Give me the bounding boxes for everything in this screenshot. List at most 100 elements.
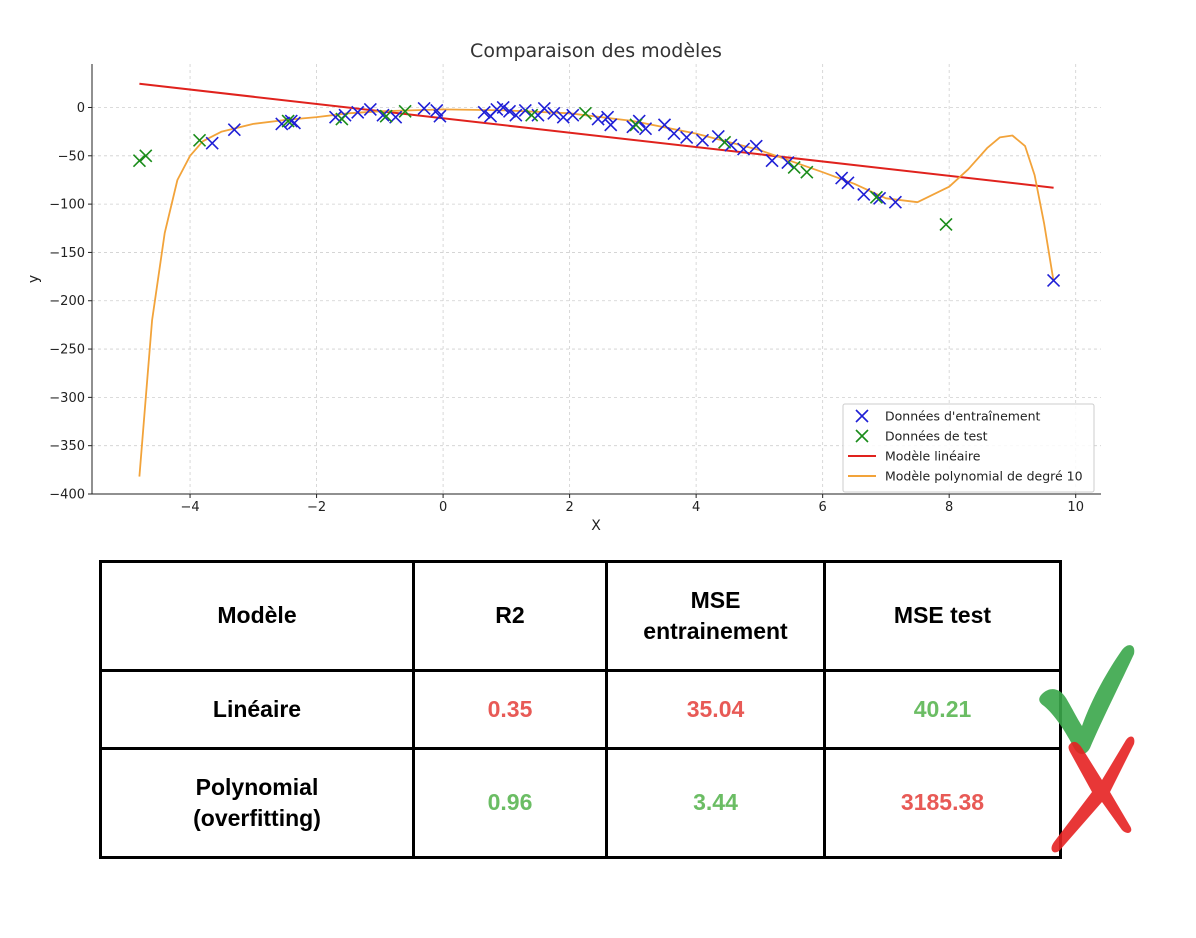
scatter-point-1 bbox=[192, 133, 207, 147]
scatter-point-0 bbox=[518, 103, 532, 117]
checkmark-icon bbox=[1039, 645, 1135, 754]
scatter-point-1 bbox=[578, 106, 592, 120]
scatter-point-0 bbox=[205, 136, 219, 150]
verdict-marks bbox=[1039, 645, 1135, 853]
y-tick-label: −100 bbox=[49, 198, 85, 213]
x-tick-label: 4 bbox=[692, 500, 700, 515]
x-tick-label: 2 bbox=[565, 500, 573, 515]
x-tick-label: −2 bbox=[307, 500, 326, 515]
scatter-point-1 bbox=[132, 154, 147, 168]
scatter-point-1 bbox=[869, 190, 883, 204]
scatter-point-0 bbox=[638, 122, 653, 136]
scatter-point-0 bbox=[857, 187, 871, 202]
scatter-point-0 bbox=[841, 176, 855, 190]
header-r2: R2 bbox=[412, 560, 608, 672]
scatter-point-0 bbox=[417, 101, 431, 116]
chart-legend: Données d'entraînement Données de test Mod… bbox=[842, 403, 1095, 493]
cell-r2-linear: 0.35 bbox=[412, 669, 608, 750]
scatter-point-0 bbox=[667, 127, 681, 141]
series-line-2 bbox=[139, 82, 1054, 189]
x-tick-label: 10 bbox=[1067, 500, 1084, 515]
legend-marker bbox=[855, 429, 869, 443]
scatter-point-0 bbox=[284, 114, 298, 128]
scatter-point-1 bbox=[939, 217, 953, 231]
header-mse-test: MSE test bbox=[823, 560, 1062, 672]
row-model-polynomial: Polynomial (overfitting) bbox=[99, 747, 415, 859]
chart-title: Comparaison des modèles bbox=[470, 40, 722, 62]
scatter-point-0 bbox=[601, 110, 615, 124]
scatter-point-1 bbox=[139, 149, 153, 163]
cell-mse-test-linear: 40.21 bbox=[823, 669, 1062, 750]
scatter-point-0 bbox=[537, 101, 551, 116]
scatter-point-0 bbox=[835, 171, 849, 185]
scatter-point-1 bbox=[398, 104, 412, 118]
scatter-point-0 bbox=[275, 117, 289, 131]
header-model: Modèle bbox=[99, 560, 415, 672]
y-tick-label: −150 bbox=[49, 246, 85, 261]
y-tick-label: −200 bbox=[49, 294, 85, 309]
table-row: Linéaire 0.35 35.04 40.21 bbox=[99, 669, 1062, 750]
scatter-point-0 bbox=[363, 102, 377, 116]
legend-label: Données d'entraînement bbox=[885, 409, 1041, 424]
scatter-point-0 bbox=[351, 105, 365, 119]
y-tick-label: −400 bbox=[49, 488, 85, 503]
cell-mse-train-linear: 35.04 bbox=[605, 669, 826, 750]
scatter-point-0 bbox=[604, 118, 618, 132]
y-tick-label: −250 bbox=[49, 343, 85, 358]
y-axis-label: y bbox=[26, 275, 42, 283]
scatter-point-1 bbox=[718, 135, 732, 149]
scatter-point-0 bbox=[749, 139, 763, 153]
chart-svg: −4 −2 0 2 4 6 8 10 0 −50 −100 −150 −200 −250 −300 −350 −… bbox=[26, 40, 1101, 534]
scatter-point-0 bbox=[227, 123, 241, 137]
scatter-point-0 bbox=[477, 105, 491, 119]
scatter-point-0 bbox=[509, 108, 523, 122]
scatter-point-0 bbox=[376, 108, 390, 122]
scatter-point-0 bbox=[695, 133, 710, 147]
scatter-point-0 bbox=[680, 130, 694, 145]
results-table: Modèle R2 MSE entrainement MSE test Liné… bbox=[99, 560, 1062, 859]
y-tick-label: −300 bbox=[49, 391, 85, 406]
scatter-point-0 bbox=[765, 154, 779, 168]
y-tick-label: −50 bbox=[58, 149, 85, 164]
scatter-point-0 bbox=[566, 108, 580, 122]
legend-label: Modèle linéaire bbox=[885, 449, 981, 464]
scatter-point-1 bbox=[525, 108, 539, 122]
scatter-point-0 bbox=[724, 138, 738, 152]
scatter-point-0 bbox=[496, 100, 510, 115]
legend-marker bbox=[855, 409, 869, 423]
scatter-point-1 bbox=[800, 165, 814, 179]
scatter-point-0 bbox=[1046, 273, 1061, 288]
cross-icon bbox=[1051, 736, 1135, 853]
cell-mse-train-polynomial: 3.44 bbox=[605, 747, 826, 859]
x-tick-label: −4 bbox=[180, 500, 199, 515]
scatter-point-1 bbox=[379, 109, 393, 123]
y-tick-label: 0 bbox=[77, 101, 85, 116]
legend-label: Données de test bbox=[885, 429, 988, 444]
row-model-linear: Linéaire bbox=[99, 669, 415, 750]
header-mse-train: MSE entrainement bbox=[605, 560, 826, 672]
x-axis-label: X bbox=[591, 518, 601, 534]
y-tick-label: −350 bbox=[49, 439, 85, 454]
scatter-point-0 bbox=[547, 106, 561, 120]
legend-label: Modèle polynomial de degré 10 bbox=[885, 469, 1083, 484]
x-tick-label: 6 bbox=[819, 500, 827, 515]
scatter-point-1 bbox=[629, 118, 643, 132]
legend-box bbox=[842, 403, 1095, 493]
x-tick-label: 8 bbox=[945, 500, 953, 515]
scatter-point-0 bbox=[873, 191, 887, 205]
scatter-point-0 bbox=[781, 155, 795, 170]
scatter-point-0 bbox=[502, 104, 517, 118]
series-line-3 bbox=[138, 108, 1055, 477]
scatter-point-1 bbox=[281, 114, 295, 128]
scatter-point-0 bbox=[888, 195, 902, 209]
table-row: Polynomial (overfitting) 0.96 3.44 3185.… bbox=[99, 747, 1062, 859]
scatter-point-0 bbox=[433, 109, 447, 123]
scatter-point-1 bbox=[335, 112, 349, 126]
scatter-point-1 bbox=[787, 160, 801, 174]
table-header-row: Modèle R2 MSE entrainement MSE test bbox=[99, 560, 1062, 672]
scatter-point-0 bbox=[737, 142, 751, 156]
x-tick-label: 0 bbox=[439, 500, 447, 515]
cell-mse-test-polynomial: 3185.38 bbox=[823, 747, 1062, 859]
cell-r2-polynomial: 0.96 bbox=[412, 747, 608, 859]
chart-area: −4 −2 0 2 4 6 8 10 0 −50 −100 −150 −200 −250 −300 −350 −… bbox=[26, 40, 1101, 534]
